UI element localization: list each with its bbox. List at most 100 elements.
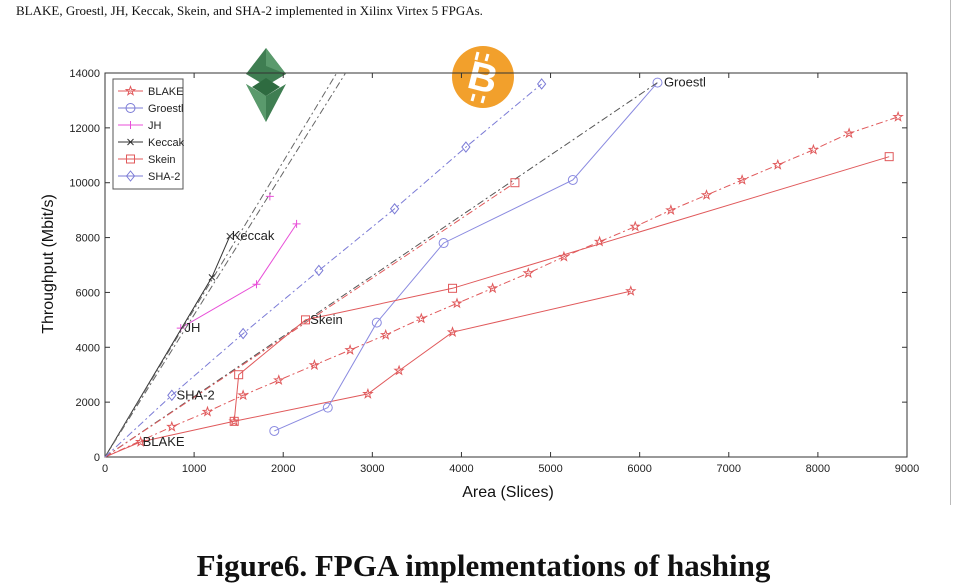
data-point [127,138,134,146]
data-point [438,238,449,249]
point-annotation: Groestl [664,75,706,90]
chart-legend: BLAKE Groestl JH Keccak Skein SHA-2 [112,78,185,190]
data-point [884,152,894,162]
data-point [415,312,428,324]
y-tick-label: 0 [94,452,100,464]
data-point [393,364,405,376]
series-line [104,83,542,458]
data-point [567,174,578,185]
series-blake [104,110,904,458]
y-tick-label: 14000 [69,68,100,80]
x-tick-label: 4000 [449,463,473,475]
x-tick-label: 0 [102,463,108,475]
y-tick-label: 2000 [76,397,100,409]
data-point [486,282,499,294]
data-point [166,420,178,432]
series-groestl [104,82,658,458]
series-line [233,156,890,422]
data-point [461,141,471,153]
point-annotation: SHA-2 [177,387,215,402]
x-tick-label: 2000 [271,463,295,475]
data-point [448,283,458,293]
legend-label: Groestl [148,103,183,115]
series-blake [104,285,637,458]
data-point [176,324,185,333]
data-point [314,264,324,277]
y-tick-label: 4000 [76,342,100,354]
legend-label: BLAKE [148,86,183,98]
x-tick-label: 3000 [360,463,384,475]
series-line [104,82,658,458]
y-axis-label: Throughput (Mbit/s) [40,194,57,334]
data-point [126,154,135,164]
data-point [700,189,713,200]
data-point [665,204,677,216]
top-caption: BLAKE, Groestl, JH, Keccak, Skein, and S… [16,3,483,18]
series-line [104,116,899,458]
series-skein [104,178,520,458]
data-point [238,327,248,340]
data-point [510,178,520,188]
x-tick-label: 5000 [538,463,562,475]
series-line [104,72,347,458]
data-point [229,416,239,426]
data-point [125,103,136,113]
plot-area [104,72,908,458]
point-annotation: Skein [310,312,343,327]
data-point [807,143,820,155]
x-tick-label: 1000 [182,463,206,475]
data-point [379,328,392,340]
x-tick-label: 7000 [717,463,741,475]
series-line [274,82,658,432]
data-point [322,402,333,413]
figure-caption: Figure6. FPGA implementations of hashing [196,548,771,583]
data-point [201,405,214,417]
data-point [273,374,285,386]
series-sha-2 [104,78,547,458]
y-tick-label: 8000 [76,233,100,245]
data-point [537,78,547,90]
data-point [371,317,382,328]
x-axis-label: Area (Slices) [462,484,554,501]
data-point [389,202,400,215]
data-point [451,297,463,309]
y-tick-label: 12000 [69,123,100,135]
series-skein [229,152,894,426]
bitcoin-logo-icon: B [452,46,514,108]
series-keccak [104,72,347,458]
data-point [252,280,261,289]
data-point [134,435,147,447]
data-point [652,77,663,88]
x-tick-label: 9000 [895,463,919,475]
series-keccak [104,232,234,458]
data-point [237,389,249,401]
data-point [446,326,459,338]
data-point [522,267,535,279]
point-annotation: BLAKE [143,434,185,449]
series-line [104,236,231,458]
point-annotation: Keccak [232,228,275,243]
data-point [629,220,641,232]
data-point [772,158,784,170]
data-point [292,219,301,228]
legend-label: JH [148,120,162,132]
data-point [843,127,855,139]
legend-box [112,78,184,190]
data-point [892,110,904,122]
data-point [167,389,177,402]
data-point [126,121,135,129]
series-line [104,290,631,458]
data-point [234,370,244,380]
y-tick-label: 6000 [76,287,100,299]
legend-label: Skein [148,154,176,166]
legend-label: SHA-2 [148,171,180,183]
data-point [228,415,240,427]
data-point [625,285,637,296]
x-tick-label: 6000 [627,463,651,475]
data-point [308,359,321,371]
ethereum-classic-logo-icon [246,48,286,122]
data-point [362,387,374,399]
data-point [736,173,748,185]
point-annotation: JH [185,320,201,335]
